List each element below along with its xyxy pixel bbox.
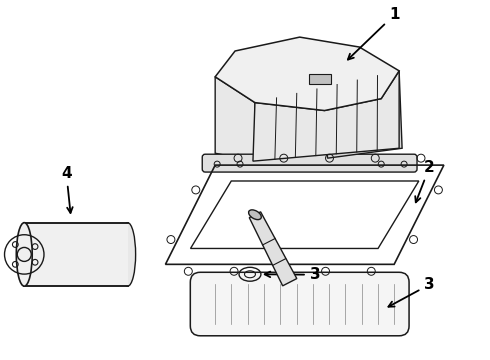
Ellipse shape: [248, 210, 261, 220]
Polygon shape: [249, 212, 297, 286]
Text: 2: 2: [415, 160, 435, 202]
Polygon shape: [215, 37, 399, 111]
Bar: [309, 74, 331, 84]
Polygon shape: [215, 77, 255, 161]
Text: 3: 3: [265, 267, 320, 282]
Ellipse shape: [120, 223, 136, 286]
Polygon shape: [253, 71, 399, 161]
Text: 4: 4: [61, 166, 73, 213]
FancyBboxPatch shape: [202, 154, 417, 172]
FancyBboxPatch shape: [190, 272, 409, 336]
Polygon shape: [324, 71, 402, 158]
Text: 3: 3: [389, 277, 435, 307]
Polygon shape: [24, 223, 128, 286]
Text: 1: 1: [348, 7, 400, 60]
Ellipse shape: [16, 223, 32, 286]
